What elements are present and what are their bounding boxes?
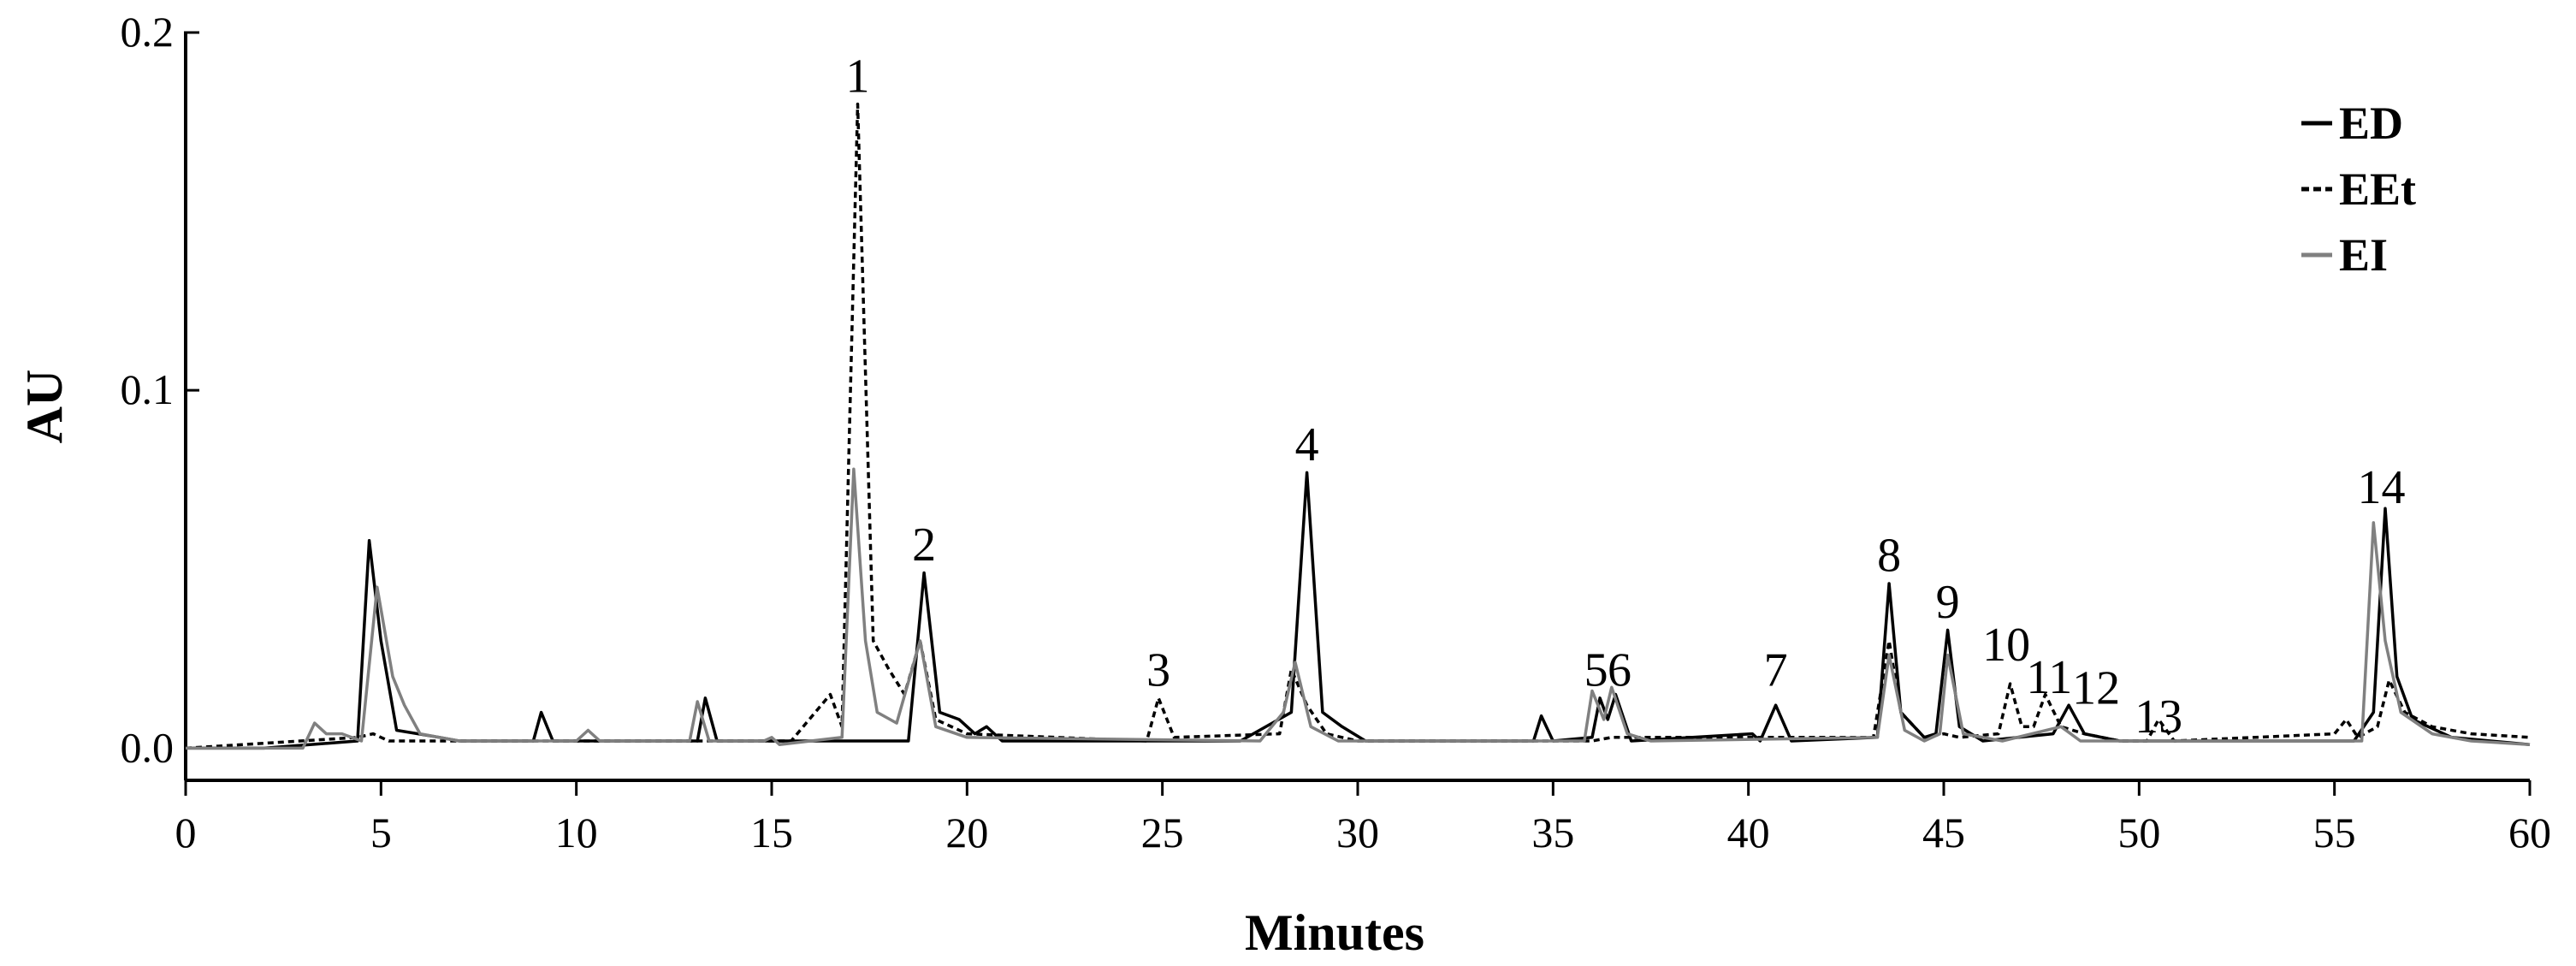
- x-tick-label: 0: [175, 809, 197, 856]
- legend-label: ED: [2339, 98, 2403, 149]
- x-tick-label: 10: [555, 809, 598, 856]
- x-tick-label: 45: [1922, 809, 1965, 856]
- peak-label: 5: [1584, 643, 1608, 696]
- peak-label: 11: [2026, 651, 2072, 704]
- x-tick-label: 40: [1727, 809, 1770, 856]
- x-tick-label: 55: [2313, 809, 2356, 856]
- peak-label: 12: [2072, 661, 2120, 714]
- peak-label: 8: [1877, 530, 1901, 583]
- x-tick-label: 30: [1336, 809, 1379, 856]
- peak-label: 13: [2135, 690, 2182, 744]
- series-line: [186, 467, 2531, 750]
- y-tick-label: 0.2: [121, 8, 175, 56]
- peak-label: 2: [912, 519, 936, 572]
- peak-label: 4: [1295, 418, 1319, 471]
- peak-label: 7: [1764, 643, 1788, 696]
- y-tick-label: 0.0: [121, 723, 175, 771]
- x-tick-label: 20: [945, 809, 988, 856]
- x-tick-label: 5: [370, 809, 392, 856]
- legend-label: EI: [2339, 229, 2388, 281]
- peak-label: 10: [1982, 619, 2030, 672]
- x-tick-label: 60: [2508, 809, 2551, 856]
- legend-label: EEt: [2339, 163, 2416, 215]
- series-line: [185, 102, 2531, 750]
- y-axis-label: AU: [16, 370, 73, 444]
- peak-label: 6: [1608, 643, 1631, 696]
- peak-label: 3: [1146, 643, 1170, 696]
- x-tick-label: 15: [750, 809, 793, 856]
- y-tick-label: 0.1: [121, 365, 175, 413]
- x-tick-label: 50: [2117, 809, 2160, 856]
- x-tick-label: 35: [1531, 809, 1574, 856]
- peak-label: 1: [845, 50, 869, 103]
- x-axis-label: Minutes: [1245, 904, 1424, 961]
- peak-label: 14: [2357, 461, 2405, 514]
- x-tick-label: 25: [1141, 809, 1184, 856]
- peak-label: 9: [1936, 576, 1960, 629]
